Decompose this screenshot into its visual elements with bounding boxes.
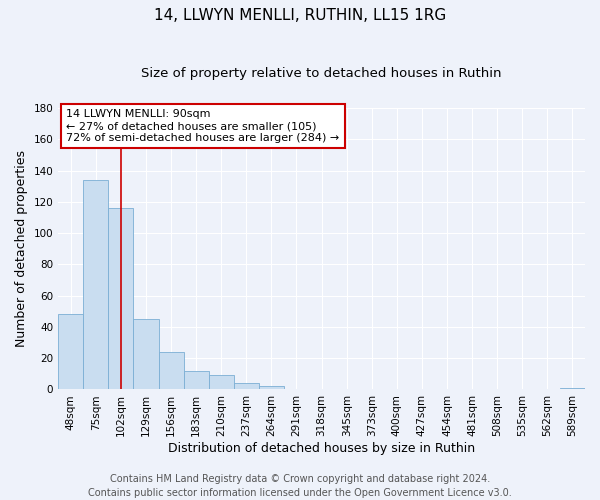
Bar [109, 208, 133, 390]
X-axis label: Distribution of detached houses by size in Ruthin: Distribution of detached houses by size … [168, 442, 475, 455]
Bar [58, 314, 83, 390]
Bar [184, 370, 209, 390]
Bar [560, 388, 585, 390]
Text: 14, LLWYN MENLLI, RUTHIN, LL15 1RG: 14, LLWYN MENLLI, RUTHIN, LL15 1RG [154, 8, 446, 22]
Bar [133, 319, 158, 390]
Bar [259, 386, 284, 390]
Bar [234, 383, 259, 390]
Text: 14 LLWYN MENLLI: 90sqm
← 27% of detached houses are smaller (105)
72% of semi-de: 14 LLWYN MENLLI: 90sqm ← 27% of detached… [66, 110, 340, 142]
Bar [158, 352, 184, 390]
Y-axis label: Number of detached properties: Number of detached properties [15, 150, 28, 348]
Bar [83, 180, 109, 390]
Bar [209, 376, 234, 390]
Text: Contains HM Land Registry data © Crown copyright and database right 2024.
Contai: Contains HM Land Registry data © Crown c… [88, 474, 512, 498]
Title: Size of property relative to detached houses in Ruthin: Size of property relative to detached ho… [142, 68, 502, 80]
